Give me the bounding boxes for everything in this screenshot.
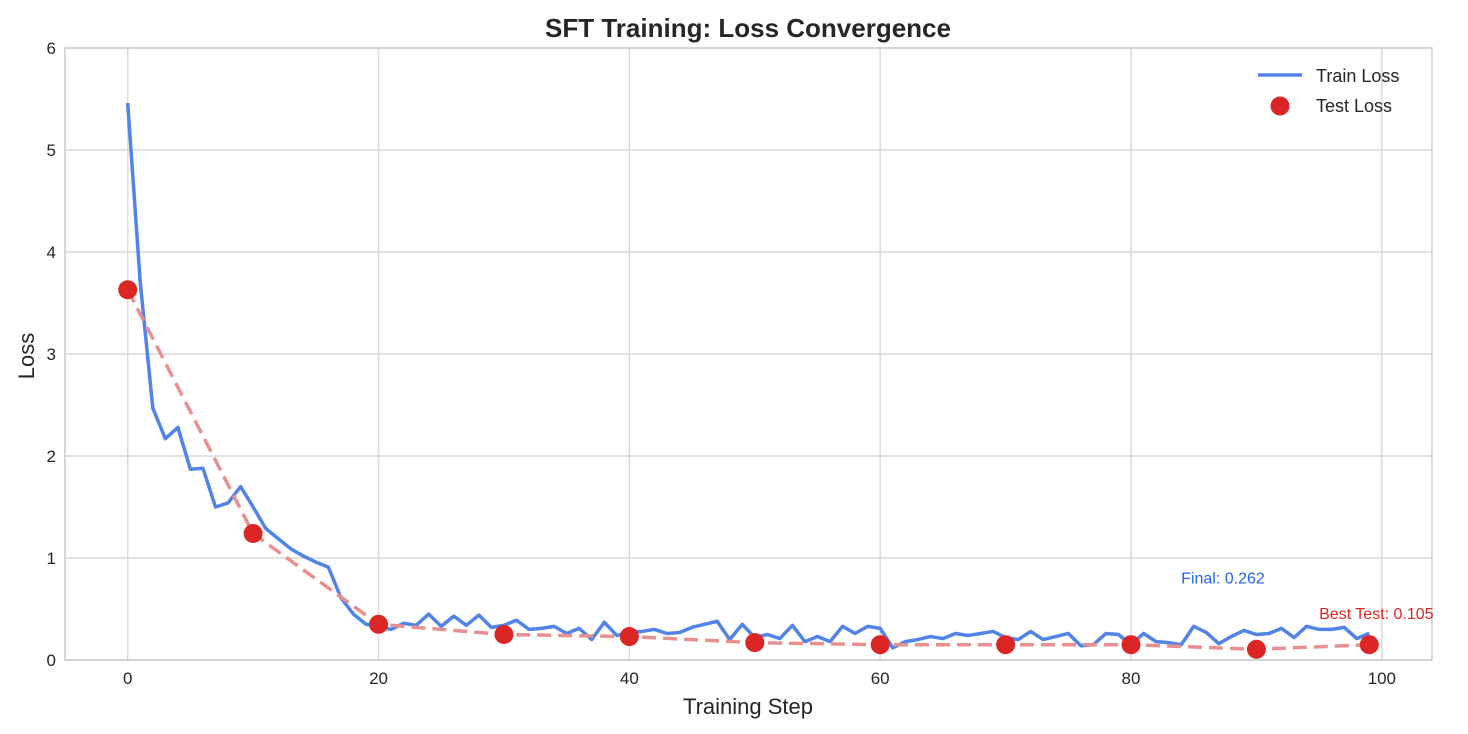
x-tick-label: 40: [620, 669, 639, 688]
test-loss-point: [619, 627, 639, 647]
test-loss-point: [745, 633, 765, 653]
test-loss-point: [118, 280, 138, 300]
test-loss-dashed-line: [126, 288, 1370, 652]
x-axis-label: Training Step: [683, 694, 813, 719]
chart-title: SFT Training: Loss Convergence: [545, 13, 951, 43]
y-tick-label: 4: [47, 243, 56, 262]
annotations: Final: 0.262 Best Test: 0.105: [1181, 571, 1434, 624]
y-tick-label: 5: [47, 141, 56, 160]
train-loss-line: [125, 102, 1370, 650]
x-tick-label: 100: [1368, 669, 1396, 688]
legend: Train Loss Test Loss: [1258, 66, 1399, 116]
legend-test-loss-label: Test Loss: [1316, 96, 1392, 116]
annotation-label: Final: 0.262: [1181, 571, 1265, 588]
data-layer: [118, 102, 1379, 659]
test-loss-point: [494, 625, 514, 644]
legend-test-loss-swatch: [1270, 96, 1290, 116]
y-tick-label: 2: [47, 447, 56, 466]
test-loss-point: [1121, 635, 1141, 655]
y-tick-label: 6: [47, 39, 56, 58]
x-tick-label: 60: [871, 669, 890, 688]
test-loss-point: [369, 614, 389, 634]
test-loss-point: [996, 635, 1016, 655]
test-loss-point: [243, 524, 263, 544]
annotation-label: Best Test: 0.105: [1319, 606, 1434, 623]
test-loss-point: [1246, 639, 1266, 659]
y-tick-label: 0: [47, 651, 56, 670]
x-tick-label: 0: [123, 669, 132, 688]
x-tick-label: 80: [1122, 669, 1141, 688]
test-loss-point: [1359, 635, 1379, 655]
y-tick-label: 3: [47, 345, 56, 364]
tick-labels: 0 20 40 60 80 100 0 1 2 3 4 5 6: [47, 39, 1396, 688]
x-tick-label: 20: [369, 669, 388, 688]
y-axis-label: Loss: [14, 333, 39, 379]
test-loss-point: [870, 635, 890, 655]
grid: [65, 47, 1432, 661]
plot-frame: [64, 47, 1433, 661]
legend-train-loss-label: Train Loss: [1316, 66, 1399, 86]
y-tick-label: 1: [47, 549, 56, 568]
